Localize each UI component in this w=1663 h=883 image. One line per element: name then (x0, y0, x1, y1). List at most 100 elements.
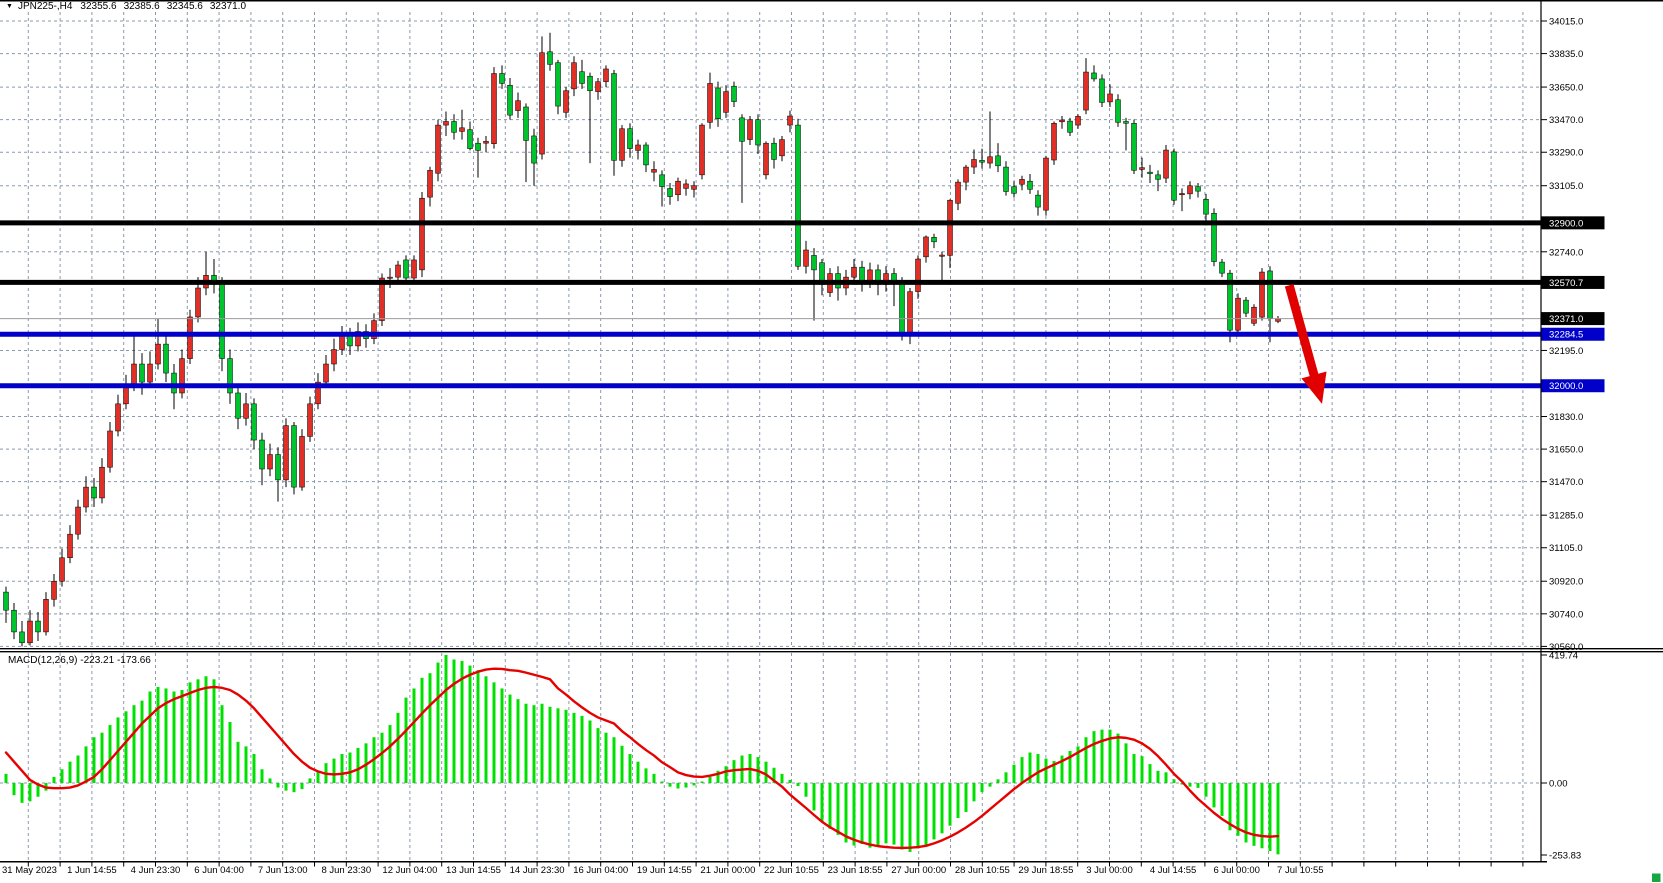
candlestick-bearish (499, 73, 505, 84)
macd-histogram-bar (492, 682, 496, 783)
macd-histogram-bar (708, 776, 712, 783)
time-label: 6 Jul 00:00 (1213, 865, 1259, 876)
candlestick-bearish (995, 155, 1001, 167)
candlestick-bullish (1139, 167, 1145, 170)
macd-histogram-bar (268, 778, 272, 783)
macd-histogram-bar (212, 679, 216, 783)
macd-histogram-bar (1084, 737, 1088, 783)
candlestick-bearish (643, 144, 649, 166)
macd-histogram-bar (380, 732, 384, 783)
candlestick-bullish (563, 90, 569, 113)
macd-histogram-bar (68, 761, 72, 783)
trend-arrow-shaft[interactable] (1284, 284, 1320, 380)
price-tick-label: 32195.0 (1549, 346, 1583, 357)
candlestick-bearish (475, 142, 481, 151)
macd-histogram-bar (780, 773, 784, 783)
macd-histogram-bar (108, 725, 112, 783)
candlestick-bullish (683, 183, 689, 189)
price-badge-label: 32284.5 (1549, 330, 1583, 341)
macd-histogram-bar (636, 761, 640, 783)
macd-histogram-bar (540, 703, 544, 783)
candlestick-bullish (515, 100, 521, 111)
macd-histogram-bar (860, 783, 864, 844)
macd-histogram-bar (1140, 756, 1144, 783)
candlestick-bullish (187, 316, 193, 359)
quote-close: 32371.0 (209, 1, 247, 12)
trend-arrow-head[interactable] (1301, 371, 1327, 404)
macd-histogram-bar (356, 747, 360, 783)
macd-histogram-bar (180, 689, 184, 783)
candlestick-bullish (1179, 193, 1185, 196)
macd-histogram-bar (1108, 729, 1112, 783)
price-badge (1541, 327, 1605, 341)
price-badge-label: 32000.0 (1549, 381, 1583, 392)
candlestick-bullish (283, 425, 289, 481)
macd-histogram-bar (828, 783, 832, 829)
candlestick-bearish (1211, 212, 1217, 262)
macd-histogram-bar (1220, 783, 1224, 816)
macd-histogram-bar (924, 783, 928, 846)
candlestick-bullish (371, 320, 377, 339)
candlestick-bearish (1195, 186, 1201, 192)
macd-histogram-bar (1236, 783, 1240, 836)
macd-histogram-bar (252, 754, 256, 783)
candlestick-bullish (459, 127, 465, 132)
macd-histogram-bar (772, 767, 776, 783)
candlestick-bearish (1131, 123, 1137, 171)
candlestick-bullish (947, 199, 953, 256)
price-tick-label: 33835.0 (1549, 49, 1583, 60)
macd-histogram-bar (700, 781, 704, 783)
macd-histogram-bar (300, 783, 304, 790)
time-label: 21 Jun 00:00 (700, 865, 755, 876)
candlestick-bullish (195, 287, 201, 318)
symbol-dropdown-icon[interactable]: ▼ (6, 3, 13, 10)
candlestick-bullish (915, 258, 921, 292)
time-label: 12 Jun 04:00 (382, 865, 437, 876)
candlestick-bullish (867, 269, 873, 282)
candlestick-bearish (1099, 78, 1105, 103)
time-label: 7 Jul 10:55 (1277, 865, 1323, 876)
macd-histogram-bar (1156, 770, 1160, 783)
macd-histogram-bar (92, 737, 96, 783)
candlestick-bullish (763, 142, 769, 176)
candlestick-bearish (275, 454, 281, 481)
candlestick-bullish (1251, 306, 1257, 324)
macd-histogram-bar (396, 712, 400, 783)
price-tick-label: 30920.0 (1549, 577, 1583, 588)
candlestick-bearish (1203, 199, 1209, 215)
candlestick-bullish (315, 381, 321, 405)
candlestick-bullish (179, 358, 185, 394)
macd-histogram-bar (60, 769, 64, 783)
candlestick-bullish (443, 121, 449, 126)
macd-histogram-bar (1012, 764, 1016, 783)
macd-histogram-bar (1252, 783, 1256, 846)
macd-histogram-bar (788, 779, 792, 783)
price-tick-label: 33470.0 (1549, 115, 1583, 126)
time-label: 6 Jun 04:00 (194, 865, 244, 876)
candlestick-bullish (51, 580, 57, 600)
candlestick-bearish (627, 128, 633, 149)
macd-histogram-bar (564, 709, 568, 783)
macd-histogram-bar (820, 783, 824, 822)
macd-histogram-bar (844, 783, 848, 843)
candlestick-bullish (419, 197, 425, 271)
macd-histogram-bar (716, 770, 720, 783)
macd-histogram-bar (1228, 783, 1232, 831)
candlestick-bearish (771, 142, 777, 160)
macd-histogram-bar (220, 705, 224, 783)
macd-histogram-bar (4, 773, 8, 783)
candlestick-bullish (707, 83, 713, 123)
candlestick-bearish (3, 591, 9, 611)
price-badge (1541, 379, 1605, 393)
price-tick-label: 31830.0 (1549, 412, 1583, 423)
candlestick-bearish (91, 486, 97, 499)
candlestick-bearish (291, 425, 297, 488)
price-tick-label: 31105.0 (1549, 543, 1583, 554)
macd-histogram-bar (508, 694, 512, 783)
candlestick-bullish (99, 466, 105, 499)
quote-open: 32355.6 (80, 1, 117, 12)
candlestick-bullish (299, 436, 305, 488)
candlestick-bearish (219, 284, 225, 359)
macd-histogram-bar (1276, 783, 1280, 855)
